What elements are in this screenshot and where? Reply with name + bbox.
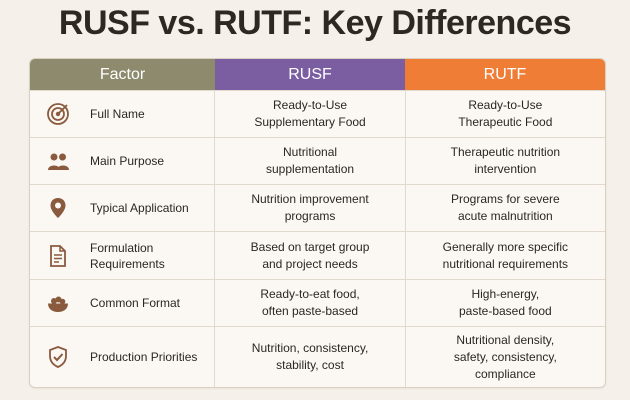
rusf-value: Ready-to-eat food, often paste-based — [260, 287, 360, 318]
rutf-value: Programs for severe acute malnutrition — [451, 192, 560, 223]
header-rutf: RUTF — [405, 59, 605, 90]
header-factor: Factor — [30, 59, 215, 90]
table-row: Formulation Requirements Based on target… — [30, 231, 605, 279]
header-rusf: RUSF — [215, 59, 405, 90]
factor-label: Full Name — [90, 107, 145, 121]
location-pin-icon — [50, 198, 66, 218]
rusf-value: Ready-to-Use Supplementary Food — [254, 98, 366, 129]
target-icon — [47, 103, 69, 125]
factor-label: Formulation Requirements — [90, 240, 165, 271]
factor-label: Common Format — [90, 296, 181, 310]
page-title: RUSF vs. RUTF: Key Differences — [58, 4, 572, 42]
factor-label: Production Priorities — [90, 350, 198, 364]
table-row: Typical Application Nutrition improvemen… — [30, 184, 605, 231]
table-row: Production Priorities Nutrition, consist… — [30, 326, 605, 387]
rusf-value: Nutrition, consistency, stability, cost — [251, 341, 369, 372]
document-icon — [50, 244, 66, 267]
rusf-value: Nutrition improvement programs — [251, 192, 369, 223]
rutf-value: Ready-to-Use Therapeutic Food — [458, 98, 553, 129]
rutf-value: High-energy, paste-based food — [458, 287, 552, 318]
rusf-value: Nutritional supplementation — [266, 145, 355, 176]
factor-label: Typical Application — [90, 201, 189, 215]
people-icon — [48, 153, 69, 170]
table-row: Full Name Ready-to-Use Supplementary Foo… — [30, 90, 605, 137]
rutf-value: Nutritional density, safety, consistency… — [453, 332, 557, 381]
table-header: Factor RUSF RUTF — [30, 59, 605, 90]
shield-check-icon — [49, 346, 67, 368]
food-bowl-icon — [48, 296, 68, 312]
table-row: Main Purpose Nutritional supplementation… — [30, 137, 605, 184]
rusf-value: Based on target group and project needs — [250, 239, 370, 271]
table-row: Common Format Ready-to-eat food, often p… — [30, 279, 605, 326]
factor-label: Main Purpose — [90, 154, 165, 168]
comparison-table: Factor RUSF RUTF Full Name Ready-to-Use … — [29, 58, 606, 388]
rutf-value: Therapeutic nutrition intervention — [450, 145, 561, 176]
rutf-value: Generally more specific nutritional requ… — [442, 239, 569, 271]
